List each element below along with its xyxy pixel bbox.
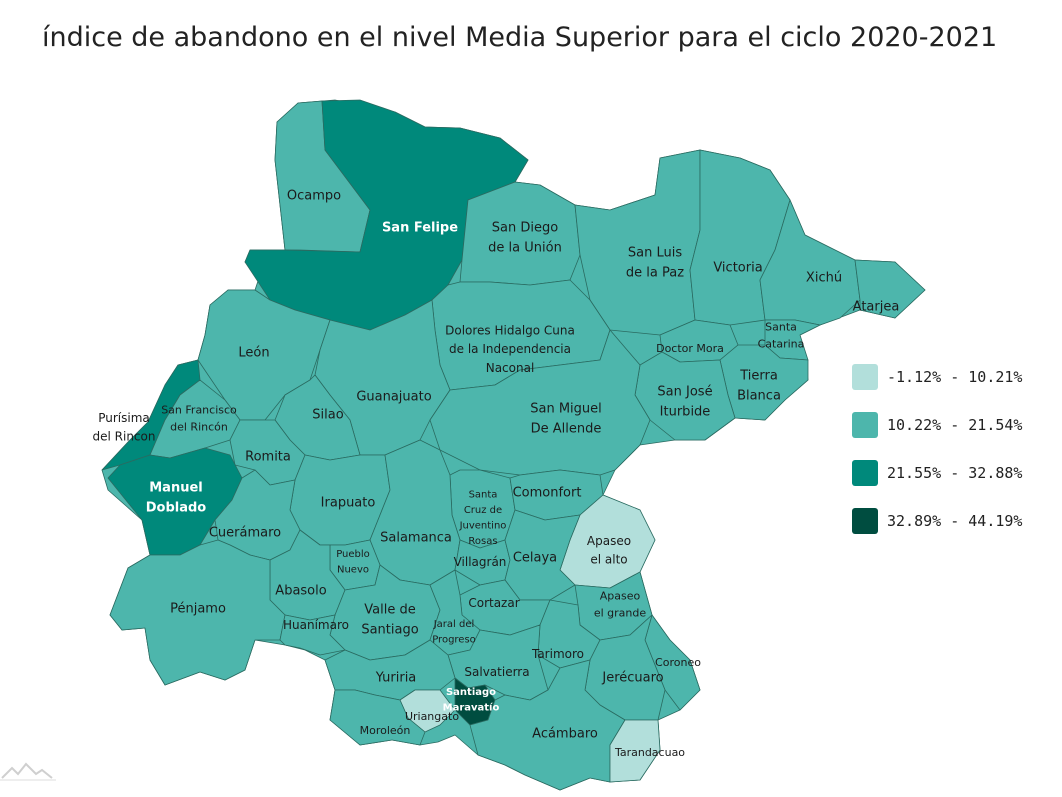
municipality-label-santiago-maravatio: Santiago Maravatío: [443, 687, 500, 714]
municipality-label-tierra-blanca: Tierra Blanca: [737, 368, 781, 403]
municipality-huanimaro[interactable]: [279, 614, 346, 656]
municipality-label-pueblo-nuevo: Pueblo Nuevo: [336, 549, 370, 576]
municipality-label-san-felipe: San Felipe: [382, 221, 458, 236]
municipality-label-san-diego-de-la-union: San Diego de la Unión: [488, 220, 562, 255]
municipality-label-ocampo: Ocampo: [287, 189, 341, 204]
municipality-label-celaya: Celaya: [513, 551, 557, 566]
municipality-celaya[interactable]: [504, 509, 581, 601]
municipality-label-xichu: Xichú: [806, 271, 842, 286]
municipality-san-francisco-del-rincon[interactable]: [149, 379, 241, 459]
municipality-label-leon: León: [238, 346, 269, 361]
municipality-label-manuel-doblado: Manuel Doblado: [146, 480, 207, 515]
municipality-label-guanajuato: Guanajuato: [356, 390, 431, 405]
legend-swatch: [852, 508, 878, 534]
legend-label: 21.55% - 32.88%: [887, 464, 1023, 482]
municipality-label-apaseo-el-alto: Apaseo el alto: [587, 534, 631, 567]
municipality-label-irapuato: Irapuato: [321, 496, 376, 511]
municipality-label-san-miguel-de-allende: San Miguel De Allende: [530, 401, 602, 436]
municipality-label-salvatierra: Salvatierra: [464, 665, 529, 679]
municipality-label-valle-de-santiago: Valle de Santiago: [361, 602, 418, 637]
legend-item: 10.22% - 21.54%: [852, 401, 1022, 449]
municipality-label-jerecuaro: Jerécuaro: [601, 671, 663, 686]
municipality-label-comonfort: Comonfort: [513, 486, 582, 501]
municipality-label-atarjea: Atarjea: [853, 300, 900, 315]
municipality-label-villagran: Villagrán: [454, 555, 507, 569]
municipality-atarjea[interactable]: [854, 259, 926, 319]
municipality-label-moroleon: Moroleón: [360, 724, 411, 737]
map-title: índice de abandono en el nivel Media Sup…: [42, 22, 998, 53]
municipality-label-silao: Silao: [312, 408, 343, 423]
municipality-penjamo[interactable]: [109, 539, 286, 686]
municipality-label-dolores-hidalgo-cuna-de-la-independencia-naconal: Dolores Hidalgo Cuna de la Independencia N…: [445, 324, 575, 375]
municipality-label-coroneo: Coroneo: [655, 656, 701, 669]
municipality-label-cueramaro: Cuerámaro: [209, 526, 281, 541]
municipality-label-tarandacuao: Tarandacuao: [614, 746, 685, 759]
municipality-moroleon[interactable]: [329, 689, 426, 746]
municipality-label-penjamo: Pénjamo: [170, 602, 226, 617]
mountain-logo-icon: [0, 762, 56, 781]
legend: -1.12% - 10.21% 10.22% - 21.54% 21.55% - 3…: [852, 353, 1022, 545]
municipality-label-abasolo: Abasolo: [275, 584, 326, 599]
municipality-label-victoria: Victoria: [713, 261, 762, 276]
legend-swatch: [852, 460, 878, 486]
municipality-label-acambaro: Acámbaro: [532, 727, 598, 742]
legend-swatch: [852, 412, 878, 438]
legend-item: -1.12% - 10.21%: [852, 353, 1022, 401]
municipality-label-san-jose-iturbide: San José Iturbide: [657, 384, 712, 419]
municipality-label-purisima-del-rincon: Purísima del Rincon: [93, 411, 156, 444]
legend-item: 21.55% - 32.88%: [852, 449, 1022, 497]
municipality-label-salamanca: Salamanca: [380, 531, 452, 546]
municipality-tarandacuao[interactable]: [609, 719, 661, 783]
municipality-label-huanimaro: Huanímaro: [283, 618, 349, 632]
municipality-label-cortazar: Cortazar: [468, 596, 519, 610]
municipality-san-miguel-de-allende[interactable]: [429, 329, 651, 476]
municipality-label-san-luis-de-la-paz: San Luis de la Paz: [626, 245, 684, 280]
legend-swatch: [852, 364, 878, 390]
municipality-label-tarimoro: Tarimoro: [531, 647, 584, 661]
legend-label: 10.22% - 21.54%: [887, 416, 1023, 434]
municipality-label-uriangato: Uriangato: [405, 710, 459, 723]
municipality-label-apaseo-el-grande: Apaseo el grande: [594, 589, 647, 619]
legend-item: 32.89% - 44.19%: [852, 497, 1022, 545]
legend-label: -1.12% - 10.21%: [887, 368, 1023, 386]
municipality-label-yuriria: Yuriria: [375, 671, 417, 686]
municipality-label-jaral-del-progreso: Jaral del Progreso: [432, 619, 476, 646]
municipality-label-romita: Romita: [245, 450, 291, 465]
legend-label: 32.89% - 44.19%: [887, 512, 1023, 530]
municipality-label-santa-cruz-de-juventino-rosas: Santa Cruz de Juventino Rosas: [459, 489, 507, 547]
municipality-label-doctor-mora: Doctor Mora: [656, 342, 724, 355]
municipality-label-santa-catarina: Santa Catarina: [758, 320, 805, 350]
municipality-label-san-francisco-del-rincon: San Francisco del Rincón: [161, 403, 237, 433]
